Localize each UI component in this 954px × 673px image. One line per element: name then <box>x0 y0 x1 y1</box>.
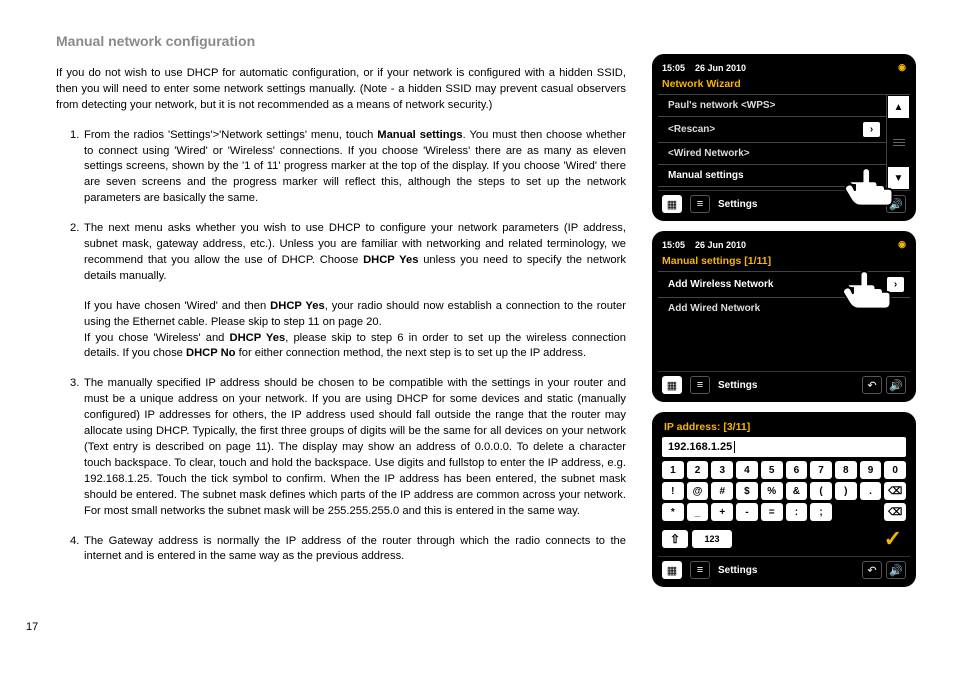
key[interactable]: ; <box>810 503 832 521</box>
menu-icon[interactable]: ≡ <box>690 561 710 579</box>
screenshots-column: 15:05 26 Jun 2010 ◉ Network Wizard Paul'… <box>652 32 916 587</box>
wifi-icon: ◉ <box>898 239 906 250</box>
page-number: 17 <box>26 621 38 633</box>
scroll-column: ▲ ▼ <box>886 95 910 190</box>
connection-list: Add Wireless Network› Add Wired Network <box>658 272 910 371</box>
volume-icon[interactable]: 🔊 <box>886 561 906 579</box>
key[interactable]: % <box>761 482 783 500</box>
screen-header: Manual settings [1/11] <box>658 253 910 271</box>
volume-icon[interactable]: 🔊 <box>886 376 906 394</box>
date: 26 Jun 2010 <box>695 63 746 73</box>
clock: 15:05 <box>662 63 685 73</box>
backspace-key[interactable]: ⌫ <box>884 503 906 521</box>
shift-key[interactable]: ⇧ <box>662 530 688 548</box>
keyboard-row: *_+-=:; ⌫ <box>658 503 910 524</box>
list-item-manual-settings[interactable]: Manual settings <box>658 165 886 187</box>
bottom-bar: ▦ ≡ Settings 🔊 <box>658 190 910 215</box>
keyboard-controls: ⇧ 123 ✓ <box>658 524 910 556</box>
volume-icon[interactable]: 🔊 <box>886 195 906 213</box>
apps-icon[interactable]: ▦ <box>662 561 682 579</box>
key[interactable]: ( <box>810 482 832 500</box>
screen-ip-keyboard: IP address: [3/11] 192.168.1.25 12345678… <box>652 412 916 587</box>
key[interactable]: ⌫ <box>884 482 906 500</box>
apps-icon[interactable]: ▦ <box>662 195 682 213</box>
settings-label: Settings <box>718 565 757 576</box>
mode-key[interactable]: 123 <box>692 530 732 548</box>
ip-input[interactable]: 192.168.1.25 <box>662 437 906 457</box>
key[interactable]: + <box>711 503 733 521</box>
step-4: 4. The Gateway address is normally the I… <box>70 534 626 566</box>
wifi-icon: ◉ <box>898 62 906 73</box>
key[interactable]: 1 <box>662 461 684 479</box>
apps-icon[interactable]: ▦ <box>662 376 682 394</box>
step-3: 3. The manually specified IP address sho… <box>70 376 626 519</box>
key[interactable]: * <box>662 503 684 521</box>
menu-icon[interactable]: ≡ <box>690 195 710 213</box>
text-column: Manual network configuration If you do n… <box>56 32 626 587</box>
list-item[interactable]: <Rescan>› <box>658 117 886 143</box>
key[interactable]: 2 <box>687 461 709 479</box>
list-item[interactable]: Paul's network <WPS> <box>658 95 886 117</box>
list-item-wired[interactable]: Add Wired Network <box>658 298 910 319</box>
page-title: Manual network configuration <box>56 32 626 52</box>
keyboard-row: 1234567890 <box>658 461 910 482</box>
key[interactable]: ! <box>662 482 684 500</box>
list-item[interactable]: <Wired Network> <box>658 143 886 165</box>
key[interactable]: 0 <box>884 461 906 479</box>
intro-paragraph: If you do not wish to use DHCP for autom… <box>56 66 626 114</box>
step-2: 2. The next menu asks whether you wish t… <box>70 221 626 362</box>
keyboard-row: !@#$%&().⌫ <box>658 482 910 503</box>
key[interactable]: . <box>860 482 882 500</box>
screen-manual-settings: 15:05 26 Jun 2010 ◉ Manual settings [1/1… <box>652 231 916 402</box>
bottom-bar: ▦ ≡ Settings ↶ 🔊 <box>658 556 910 581</box>
scroll-track <box>887 119 910 166</box>
back-icon[interactable]: ↶ <box>862 561 882 579</box>
back-icon[interactable]: ↶ <box>862 376 882 394</box>
screen-header: IP address: [3/11] <box>658 418 910 437</box>
menu-icon[interactable]: ≡ <box>690 376 710 394</box>
key[interactable]: 5 <box>761 461 783 479</box>
bottom-bar: ▦ ≡ Settings ↶ 🔊 <box>658 371 910 396</box>
key[interactable]: & <box>786 482 808 500</box>
screen-header: Network Wizard <box>658 76 910 94</box>
key[interactable]: 3 <box>711 461 733 479</box>
step-1: 1. From the radios 'Settings'>'Network s… <box>70 128 626 208</box>
key[interactable]: 6 <box>786 461 808 479</box>
key[interactable]: # <box>711 482 733 500</box>
status-bar: 15:05 26 Jun 2010 ◉ <box>658 60 910 76</box>
key[interactable]: 9 <box>860 461 882 479</box>
key[interactable]: = <box>761 503 783 521</box>
clock: 15:05 <box>662 240 685 250</box>
settings-label: Settings <box>718 380 757 391</box>
key[interactable]: ) <box>835 482 857 500</box>
key[interactable]: 7 <box>810 461 832 479</box>
key[interactable]: : <box>786 503 808 521</box>
chevron-right-icon[interactable]: › <box>887 277 904 292</box>
list-item-wireless[interactable]: Add Wireless Network› <box>658 272 910 298</box>
key[interactable]: $ <box>736 482 758 500</box>
key[interactable]: - <box>736 503 758 521</box>
chevron-right-icon[interactable]: › <box>863 122 880 137</box>
confirm-check-icon[interactable]: ✓ <box>884 526 902 552</box>
key[interactable]: _ <box>687 503 709 521</box>
settings-label: Settings <box>718 199 757 210</box>
network-list: Paul's network <WPS> <Rescan>› <Wired Ne… <box>658 95 886 190</box>
scroll-up-button[interactable]: ▲ <box>888 96 909 118</box>
status-bar: 15:05 26 Jun 2010 ◉ <box>658 237 910 253</box>
key[interactable]: 8 <box>835 461 857 479</box>
date: 26 Jun 2010 <box>695 240 746 250</box>
key[interactable]: 4 <box>736 461 758 479</box>
key[interactable]: @ <box>687 482 709 500</box>
screen-network-wizard: 15:05 26 Jun 2010 ◉ Network Wizard Paul'… <box>652 54 916 221</box>
scroll-down-button[interactable]: ▼ <box>888 167 909 189</box>
steps-list: 1. From the radios 'Settings'>'Network s… <box>56 128 626 566</box>
